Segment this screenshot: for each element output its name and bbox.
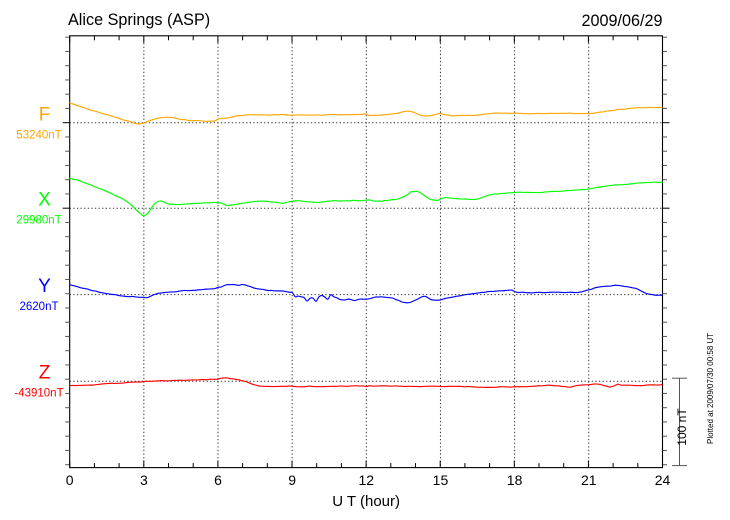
svg-text:Alice Springs (ASP): Alice Springs (ASP) bbox=[68, 11, 210, 29]
svg-text:9: 9 bbox=[288, 472, 296, 488]
svg-text:24: 24 bbox=[655, 472, 671, 488]
svg-text:Y: Y bbox=[38, 276, 51, 297]
svg-text:15: 15 bbox=[433, 472, 449, 488]
svg-text:X: X bbox=[38, 190, 51, 211]
svg-text:29980nT: 29980nT bbox=[16, 215, 61, 227]
svg-text:2009/06/29: 2009/06/29 bbox=[581, 12, 662, 30]
svg-text:Plotted at 2009/07/30 00:58 UT: Plotted at 2009/07/30 00:58 UT bbox=[706, 333, 715, 444]
svg-text:6: 6 bbox=[214, 472, 222, 488]
svg-text:F: F bbox=[39, 105, 51, 126]
svg-text:12: 12 bbox=[359, 472, 375, 488]
svg-text:0: 0 bbox=[66, 472, 74, 488]
svg-text:U T (hour): U T (hour) bbox=[332, 493, 400, 510]
svg-text:Z: Z bbox=[39, 363, 51, 384]
svg-text:100 nT: 100 nT bbox=[675, 408, 689, 446]
svg-text:2620nT: 2620nT bbox=[19, 301, 58, 313]
svg-text:21: 21 bbox=[581, 472, 597, 488]
svg-text:-43910nT: -43910nT bbox=[14, 388, 63, 400]
svg-text:53240nT: 53240nT bbox=[16, 130, 61, 142]
svg-text:3: 3 bbox=[140, 472, 148, 488]
svg-text:18: 18 bbox=[507, 472, 523, 488]
